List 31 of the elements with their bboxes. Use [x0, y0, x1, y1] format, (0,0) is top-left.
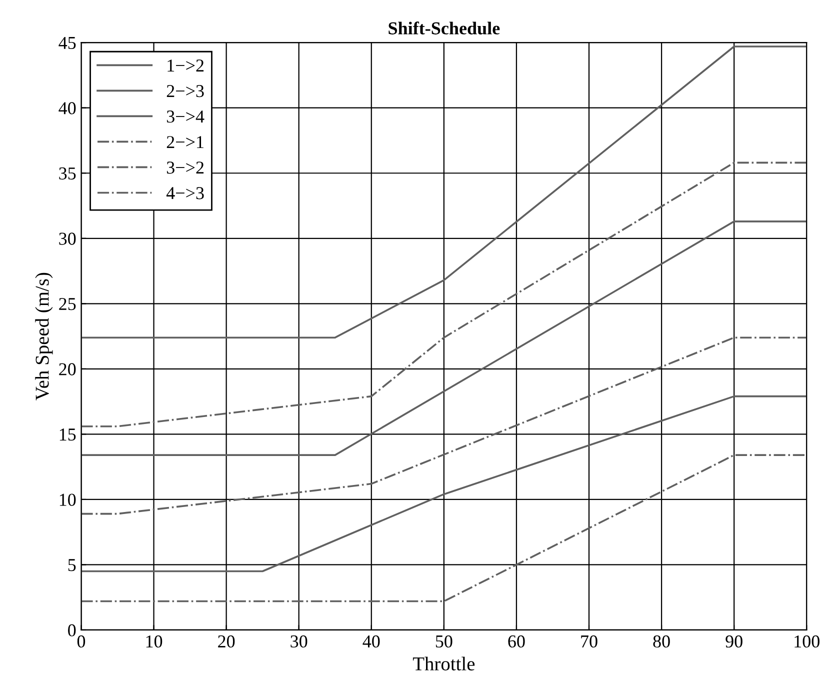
x-tick-label: 20 — [218, 635, 235, 648]
y-axis-title: Veh Speed (m/s) — [35, 272, 53, 400]
legend-label: 2−>3 — [166, 85, 204, 98]
x-tick-label: 10 — [146, 635, 162, 648]
legend-label: 4−>3 — [166, 187, 204, 200]
y-tick-label: 40 — [58, 102, 76, 114]
y-tick-label: 15 — [60, 428, 76, 441]
x-tick-label: 100 — [794, 635, 820, 648]
legend-label: 2−>1 — [166, 136, 204, 148]
y-tick-label: 20 — [59, 363, 76, 376]
y-tick-label: 30 — [59, 232, 76, 245]
y-tick-label: 45 — [58, 36, 76, 50]
y-tick-label: 25 — [59, 298, 76, 310]
legend-label: 3−>4 — [166, 110, 204, 123]
x-tick-label: 60 — [508, 635, 525, 648]
line-series — [81, 162, 807, 428]
y-tick-label: 10 — [60, 494, 76, 506]
x-tick-label: 70 — [581, 635, 598, 648]
y-tick-label: 5 — [68, 559, 76, 572]
y-tick-label: 0 — [68, 624, 76, 636]
chart-title: Shift-Schedule — [388, 22, 500, 34]
x-axis-title: Throttle — [412, 656, 475, 670]
x-tick-label: 80 — [653, 635, 670, 648]
legend-label: 1−>2 — [168, 60, 204, 72]
x-tick-label: 40 — [362, 635, 380, 648]
x-tick-label: 50 — [436, 635, 452, 648]
x-tick-label: 90 — [726, 635, 742, 648]
y-tick-label: 35 — [59, 167, 76, 180]
x-tick-label: 0 — [77, 635, 86, 648]
x-tick-label: 30 — [290, 635, 308, 648]
legend-label: 3−>2 — [166, 162, 204, 174]
